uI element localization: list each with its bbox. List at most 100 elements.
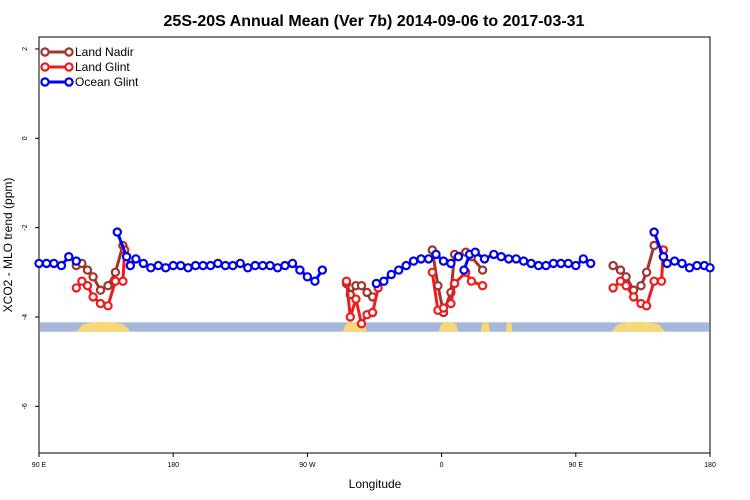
data-point-ocean-glint <box>56 260 67 271</box>
series-ocean-glint <box>34 227 715 289</box>
data-point-ocean-glint <box>408 256 419 266</box>
data-point-ocean-glint <box>138 258 149 269</box>
y-tick-label: 0 <box>22 136 29 140</box>
data-point-land-glint <box>95 298 106 309</box>
x-axis: 90 E 180 90 W 0 90 E 180 <box>32 453 716 469</box>
data-point-ocean-glint <box>692 260 702 271</box>
data-point-ocean-glint <box>705 263 715 273</box>
legend-marker-ocean-glint <box>40 77 50 87</box>
data-point-land-nadir <box>615 265 626 275</box>
data-point-ocean-glint <box>578 254 589 264</box>
data-point-ocean-glint <box>280 260 290 271</box>
land-region <box>505 321 513 332</box>
legend-label-ocean-glint: Ocean Glint <box>75 75 139 89</box>
data-point-ocean-glint <box>287 258 298 269</box>
data-point-land-glint <box>341 276 352 286</box>
data-point-ocean-glint <box>295 265 305 275</box>
chart-title: 25S-20S Annual Mean (Ver 7b) 2014-09-06 … <box>164 13 585 30</box>
data-point-land-glint <box>88 292 98 302</box>
data-point-ocean-glint <box>504 254 514 264</box>
data-point-land-glint <box>118 276 128 286</box>
data-point-ocean-glint <box>213 258 223 269</box>
data-point-ocean-glint <box>34 258 44 269</box>
legend-marker-land-nadir <box>40 47 50 57</box>
data-point-ocean-glint <box>258 260 268 271</box>
data-point-ocean-glint <box>265 260 275 271</box>
data-point-land-glint <box>427 267 437 277</box>
data-point-ocean-glint <box>205 260 216 271</box>
data-point-land-glint <box>656 276 667 286</box>
data-point-land-glint <box>103 301 113 311</box>
data-point-ocean-glint <box>175 260 186 271</box>
x-tick-label: 0 <box>440 462 444 469</box>
data-point-ocean-glint <box>71 256 82 266</box>
x-tick-label: 90 E <box>32 462 47 469</box>
land-region <box>76 321 131 332</box>
data-point-land-nadir <box>95 285 106 295</box>
data-point-ocean-glint <box>386 269 396 280</box>
data-point-land-glint <box>110 276 121 286</box>
data-point-ocean-glint <box>649 227 659 237</box>
data-point-ocean-glint <box>160 263 171 273</box>
data-point-land-nadir <box>641 267 652 277</box>
data-point-ocean-glint <box>669 256 680 266</box>
data-point-ocean-glint <box>190 260 201 271</box>
data-point-ocean-glint <box>49 258 59 269</box>
data-point-land-nadir <box>636 281 646 291</box>
x-tick-label: 90 E <box>569 462 584 469</box>
data-point-ocean-glint <box>662 258 672 269</box>
data-point-land-glint <box>628 292 639 302</box>
data-point-ocean-glint <box>658 252 669 262</box>
data-point-ocean-glint <box>250 260 260 271</box>
data-point-land-glint <box>351 294 361 304</box>
data-point-ocean-glint <box>131 254 141 264</box>
data-point-land-glint <box>477 281 488 291</box>
data-point-ocean-glint <box>64 252 74 262</box>
data-point-land-glint <box>82 281 93 291</box>
data-point-land-nadir <box>356 281 367 291</box>
data-point-ocean-glint <box>586 258 596 269</box>
data-point-land-nadir <box>82 265 93 275</box>
y-axis-label: XCO2 - MLO trend (ppm) <box>1 178 15 313</box>
data-point-land-glint <box>367 307 378 318</box>
data-point-ocean-glint <box>677 258 687 269</box>
data-point-land-nadir <box>110 267 121 277</box>
y-axis: 2 0 -2 -4 -6 <box>22 47 39 409</box>
data-point-ocean-glint <box>526 258 536 269</box>
data-point-land-glint <box>356 319 367 329</box>
data-point-ocean-glint <box>416 254 426 264</box>
data-point-ocean-glint <box>228 260 238 271</box>
data-point-ocean-glint <box>684 263 695 273</box>
data-point-ocean-glint <box>235 258 245 269</box>
data-point-ocean-glint <box>470 247 480 257</box>
data-point-ocean-glint <box>453 252 464 262</box>
data-point-land-glint <box>446 298 456 309</box>
data-point-ocean-glint <box>394 265 404 275</box>
data-point-ocean-glint <box>548 258 559 269</box>
legend-label-land-nadir: Land Nadir <box>75 45 134 59</box>
data-point-ocean-glint <box>371 278 382 289</box>
data-point-ocean-glint <box>125 260 136 271</box>
data-point-ocean-glint <box>379 276 389 286</box>
data-point-ocean-glint <box>112 227 123 237</box>
y-tick-label: -4 <box>22 314 29 320</box>
series-land-nadir <box>71 240 659 318</box>
data-point-land-glint <box>438 303 449 313</box>
data-point-ocean-glint <box>272 263 283 273</box>
data-point-ocean-glint <box>533 260 544 271</box>
data-point-ocean-glint <box>153 260 163 271</box>
data-point-land-glint <box>71 283 82 293</box>
data-point-land-glint <box>649 276 659 286</box>
y-tick-label: -2 <box>22 224 29 230</box>
data-point-ocean-glint <box>446 258 456 269</box>
data-point-ocean-glint <box>243 263 253 273</box>
data-point-ocean-glint <box>431 249 441 260</box>
land-mask <box>40 321 709 332</box>
data-point-ocean-glint <box>401 260 411 271</box>
x-tick-label: 180 <box>167 462 179 469</box>
data-point-ocean-glint <box>302 272 313 282</box>
legend-marker-ocean-glint <box>64 77 74 87</box>
data-point-ocean-glint <box>563 258 574 269</box>
plot-frame <box>38 36 711 454</box>
x-tick-label: 90 W <box>299 462 316 469</box>
